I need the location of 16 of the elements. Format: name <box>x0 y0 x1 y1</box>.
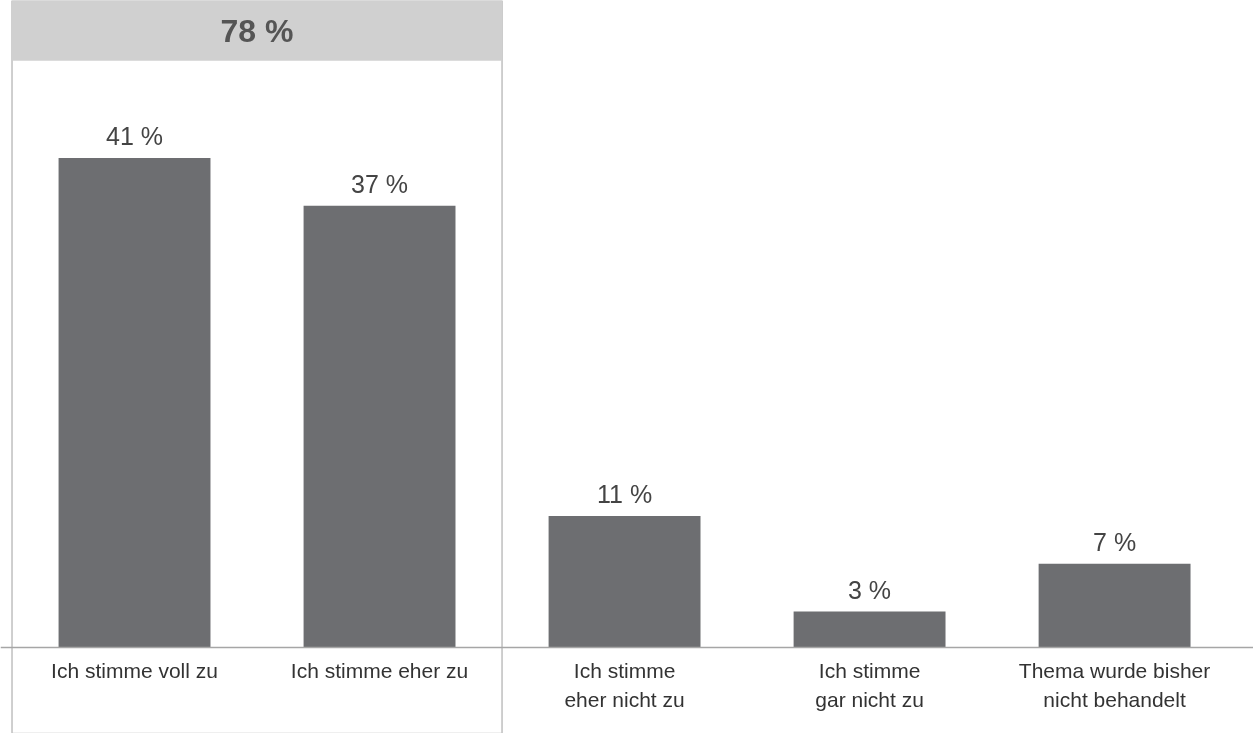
x-tick-label: Thema wurde bisher nicht behandelt <box>1018 659 1211 712</box>
bar <box>548 516 701 648</box>
bar <box>58 158 211 648</box>
x-tick-label: Ich stimme gar nicht zu <box>815 659 924 712</box>
bar <box>793 611 946 648</box>
bar <box>303 205 456 648</box>
x-tick-label: Ich stimme voll zu <box>51 659 218 683</box>
x-tick-label: Ich stimme eher nicht zu <box>564 659 685 712</box>
data-label: 7 % <box>1093 527 1137 556</box>
data-label: 41 % <box>106 122 164 151</box>
x-tick-label: Ich stimme eher zu <box>290 659 469 683</box>
data-label: 3 % <box>848 575 892 604</box>
text: 78 % <box>220 12 294 49</box>
bar <box>1038 563 1191 648</box>
data-label: 37 % <box>351 169 409 198</box>
data-label: 11 % <box>596 480 653 509</box>
